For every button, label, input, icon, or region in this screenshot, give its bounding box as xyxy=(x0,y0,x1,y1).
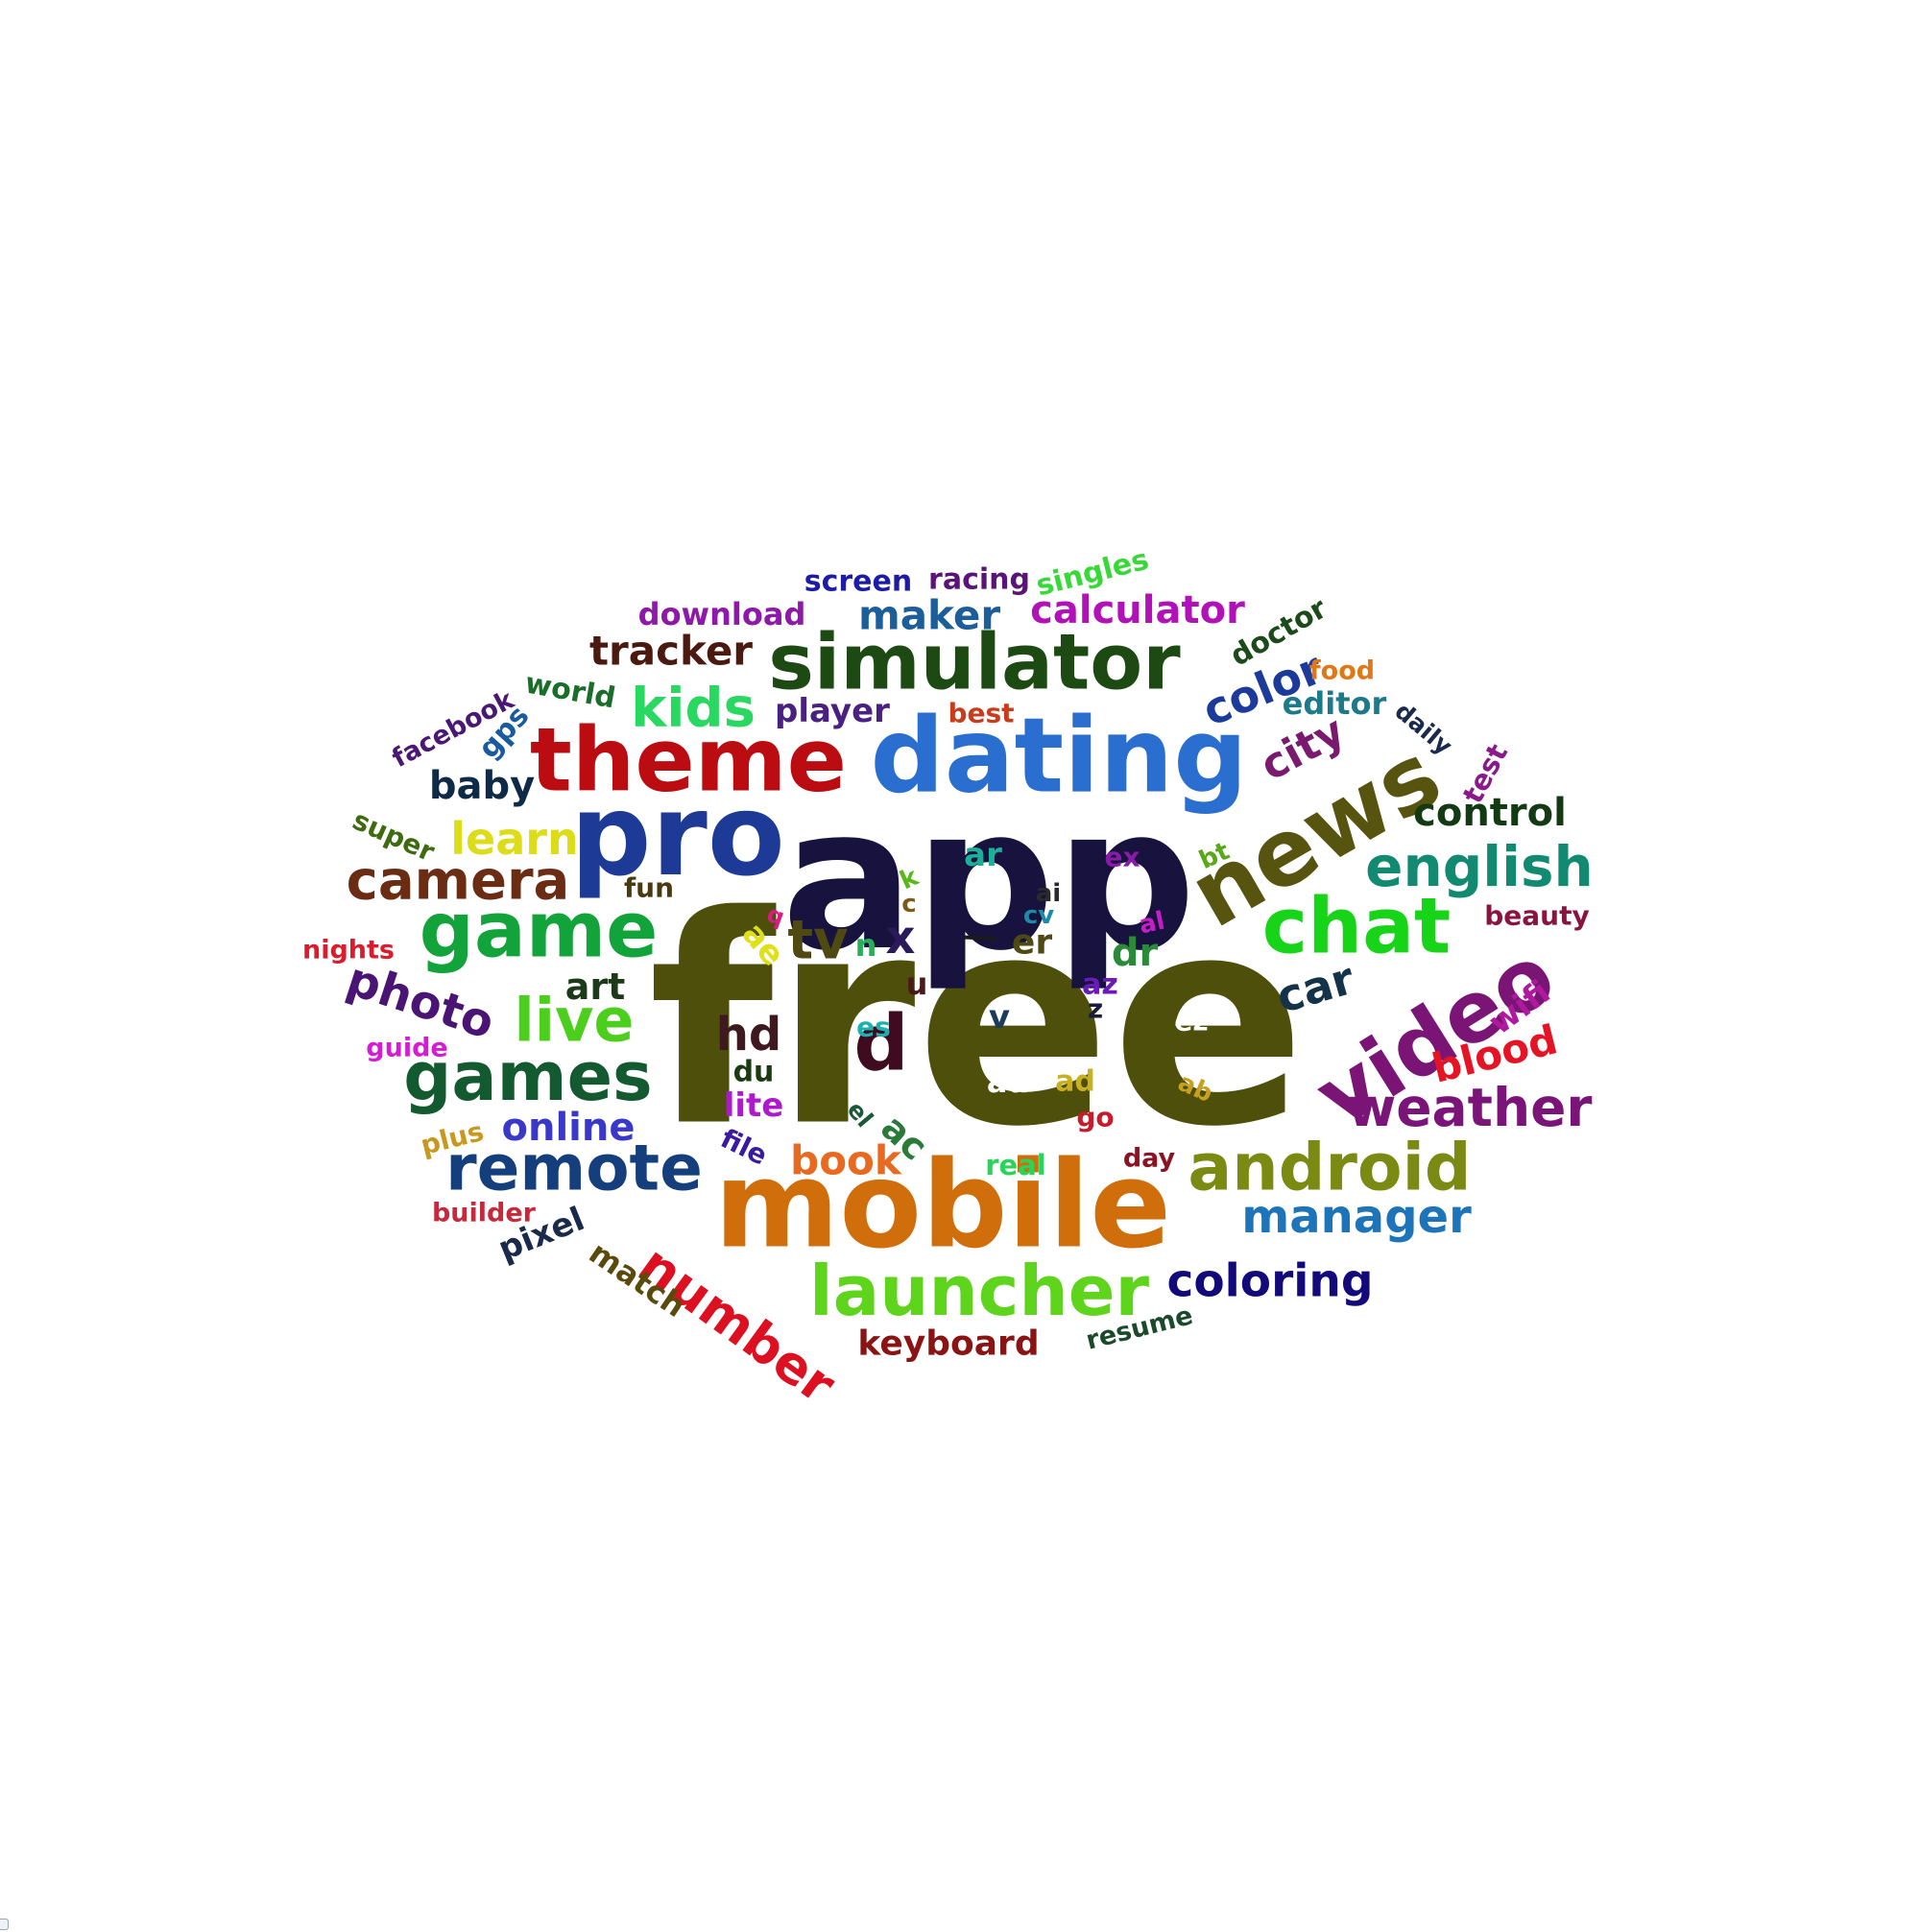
word-z: z xyxy=(1088,993,1103,1025)
word-guide: guide xyxy=(366,1034,447,1063)
word-racing: racing xyxy=(928,563,1030,597)
word-android: android xyxy=(1188,1131,1471,1206)
word-free: free xyxy=(648,855,1306,1190)
word-er: er xyxy=(1012,923,1052,963)
word-tracker: tracker xyxy=(589,628,753,675)
word-food: food xyxy=(1309,656,1375,686)
word-tv: tv xyxy=(787,910,848,972)
word-real: real xyxy=(985,1149,1045,1181)
word-theme: theme xyxy=(530,709,847,812)
word-mobile: mobile xyxy=(714,1136,1171,1276)
word-keyboard: keyboard xyxy=(857,1324,1039,1364)
word-ad: ad xyxy=(1055,1065,1095,1099)
word-nights: nights xyxy=(302,936,395,966)
word-hd: hd xyxy=(716,1008,782,1061)
word-du: du xyxy=(733,1056,775,1089)
word-control: control xyxy=(1413,791,1567,835)
word-al: al xyxy=(1137,907,1167,941)
word-screen: screen xyxy=(804,565,913,599)
word-calculator: calculator xyxy=(1030,588,1245,632)
word-dr: dr xyxy=(1112,931,1159,975)
word-beauty: beauty xyxy=(1484,900,1590,932)
word-cv: cv xyxy=(1023,901,1054,930)
word-dating: dating xyxy=(870,697,1247,817)
word-game: game xyxy=(420,886,659,975)
word-lite: lite xyxy=(724,1086,784,1125)
word-ez: ez xyxy=(1174,1006,1208,1038)
word-editor: editor xyxy=(1283,685,1387,722)
word-ex: ex xyxy=(1104,842,1140,873)
word-download: download xyxy=(638,596,806,632)
word-best: best xyxy=(948,698,1014,729)
word-learn: learn xyxy=(450,813,578,865)
word-ai: ai xyxy=(1036,879,1061,908)
word-games: games xyxy=(403,1038,652,1116)
word-az: az xyxy=(1082,968,1118,1002)
word-live: live xyxy=(515,986,635,1056)
word-remote: remote xyxy=(445,1132,703,1205)
word-day: day xyxy=(1123,1144,1176,1174)
word-go: go xyxy=(1076,1102,1114,1133)
word-simulator: simulator xyxy=(768,618,1181,707)
word-maker: maker xyxy=(858,592,1000,639)
word-x: x xyxy=(886,911,916,965)
word-coloring: coloring xyxy=(1167,1255,1374,1308)
word-fun: fun xyxy=(624,872,674,904)
word-player: player xyxy=(775,692,890,730)
corner-tab-icon xyxy=(0,1919,9,1930)
word-launcher: launcher xyxy=(809,1251,1150,1331)
word-u: u xyxy=(906,966,928,1002)
word-c: c xyxy=(901,890,916,918)
word-v: v xyxy=(989,998,1010,1037)
word-baby: baby xyxy=(429,764,535,808)
word-pro: pro xyxy=(570,769,785,901)
word-art: art xyxy=(565,966,626,1008)
word-builder: builder xyxy=(432,1199,537,1228)
word-camera: camera xyxy=(347,850,570,913)
word-book: book xyxy=(790,1137,902,1184)
word-weather: weather xyxy=(1347,1077,1592,1138)
word-manager: manager xyxy=(1241,1190,1472,1244)
word-d: d xyxy=(853,999,908,1088)
word-au: au xyxy=(987,1063,1029,1100)
word-app: app xyxy=(781,766,1196,994)
word-kids: kids xyxy=(631,678,756,740)
word-english: english xyxy=(1365,834,1594,899)
word-n: n xyxy=(855,927,877,964)
word-es: es xyxy=(856,1012,891,1043)
word-chat: chat xyxy=(1262,882,1452,971)
word-online: online xyxy=(502,1106,636,1150)
word-ar: ar xyxy=(964,836,1002,874)
